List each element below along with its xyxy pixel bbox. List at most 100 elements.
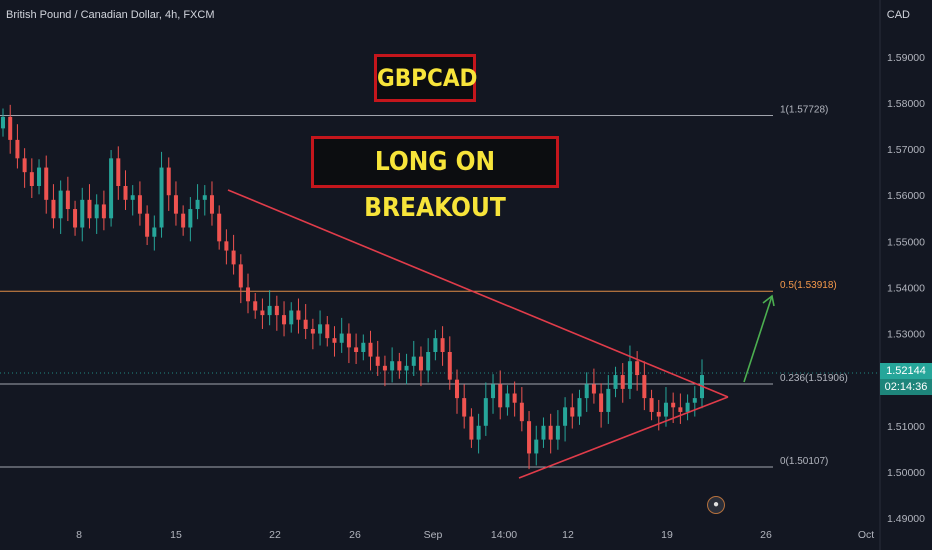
candle-body — [152, 227, 157, 237]
candle — [555, 410, 560, 450]
candle — [491, 374, 496, 414]
candle-body — [656, 411, 661, 417]
candle — [635, 351, 640, 391]
candle — [58, 180, 63, 234]
candle-body — [173, 195, 178, 214]
globe-flag-icon[interactable]: ● — [707, 496, 725, 514]
candle — [512, 381, 517, 417]
candle-body — [224, 241, 229, 251]
candle-body — [527, 421, 532, 454]
candle — [123, 170, 128, 210]
price-tick-label: 1.59000 — [887, 52, 925, 64]
candle-body — [447, 352, 452, 380]
candle — [476, 413, 481, 454]
candle — [606, 375, 611, 424]
candle — [548, 413, 553, 454]
currency-label: CAD — [886, 9, 910, 21]
price-tick-label: 1.50000 — [887, 467, 925, 479]
time-tick-label: 26 — [349, 529, 361, 541]
time-tick-label: 8 — [76, 529, 82, 541]
candle — [613, 366, 618, 398]
bar-countdown-tag: 02:14:36 — [880, 379, 932, 395]
candle-body — [642, 375, 647, 399]
candle-body — [44, 167, 49, 200]
price-tick-label: 1.51000 — [887, 421, 925, 433]
candle — [65, 176, 70, 222]
candle-body — [404, 365, 409, 371]
candle — [404, 353, 409, 385]
candle — [145, 205, 150, 246]
candle — [101, 190, 106, 231]
candle-body — [577, 398, 582, 417]
candle-body — [274, 305, 279, 316]
candle-body — [332, 338, 337, 343]
candle-body — [209, 195, 214, 214]
candle-body — [534, 439, 539, 454]
candle-body — [692, 398, 697, 403]
candle-body — [8, 116, 13, 140]
candle — [296, 298, 301, 334]
candle — [649, 389, 654, 421]
candle-body — [15, 139, 20, 159]
candle-body — [159, 167, 164, 228]
candle — [318, 310, 323, 346]
candle — [44, 155, 49, 214]
candle — [426, 338, 431, 383]
candle — [94, 194, 99, 234]
candle — [599, 383, 604, 428]
candle-body — [541, 425, 546, 440]
candle-body — [318, 324, 323, 334]
symbol-banner: GBPCAD — [374, 54, 477, 102]
candlestick-series — [1, 104, 704, 470]
candle-body — [181, 213, 186, 228]
candle-body — [282, 315, 287, 325]
candle — [267, 290, 272, 326]
candle-body — [260, 310, 265, 316]
candle — [181, 205, 186, 236]
candle-body — [635, 361, 640, 376]
candle-body — [519, 402, 524, 422]
candle-body — [368, 342, 373, 357]
candle — [505, 385, 510, 416]
candle-body — [685, 402, 690, 412]
candle-body — [397, 361, 402, 371]
price-tick-label: 1.57000 — [887, 144, 925, 156]
candle — [73, 200, 78, 236]
candle — [282, 301, 287, 337]
candle-body — [325, 324, 330, 339]
candle-body — [246, 287, 251, 302]
candle-body — [606, 388, 611, 412]
fib-level-label: 1(1.57728) — [780, 105, 828, 116]
time-axis: 8 15 22 26 Sep 14:00 12 19 26 Oct — [76, 529, 874, 541]
candle-body — [462, 398, 467, 417]
candle — [332, 326, 337, 357]
candle — [130, 185, 135, 216]
candle — [469, 408, 474, 448]
candle — [692, 386, 697, 417]
candle-body — [51, 199, 56, 219]
candle-body — [411, 356, 416, 366]
candle — [397, 352, 402, 379]
candle-body — [195, 199, 200, 210]
candle — [656, 399, 661, 431]
candle-body — [620, 375, 625, 389]
candle — [563, 397, 568, 442]
candle-body — [548, 425, 553, 440]
time-tick-label: 12 — [562, 529, 574, 541]
candle — [303, 304, 308, 340]
candle — [289, 302, 294, 333]
candle-body — [591, 384, 596, 394]
time-tick-label: 22 — [269, 529, 281, 541]
candle-body — [390, 361, 395, 371]
candle — [354, 333, 359, 364]
candle — [37, 159, 42, 195]
candle — [685, 394, 690, 421]
candle-body — [599, 393, 604, 412]
candle — [159, 151, 164, 238]
candle-body — [346, 333, 351, 348]
candle — [8, 104, 13, 154]
candle-body — [563, 407, 568, 426]
candle-body — [1, 116, 5, 129]
candle-body — [123, 186, 128, 200]
